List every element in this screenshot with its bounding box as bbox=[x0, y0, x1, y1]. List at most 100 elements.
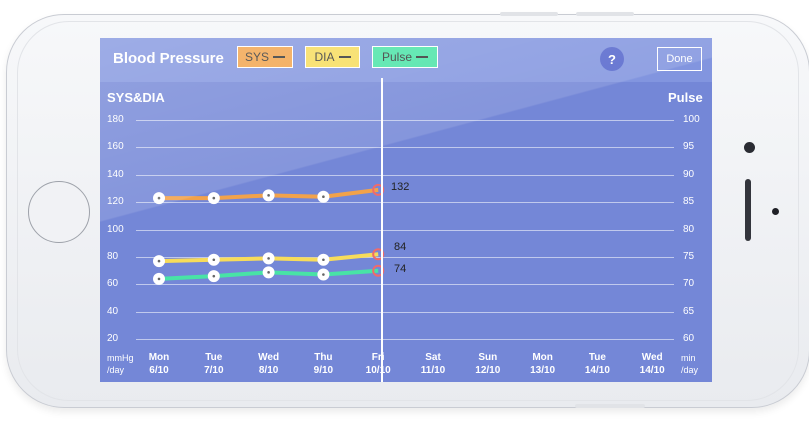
day-date: 14/10 bbox=[584, 365, 610, 376]
pulse-data-point-center bbox=[212, 274, 216, 278]
sys-data-point-center bbox=[212, 196, 216, 200]
right-tick-label: 60 bbox=[683, 333, 695, 345]
help-icon: ? bbox=[608, 51, 616, 67]
x-axis-day-label[interactable]: Mon 13/10 bbox=[521, 351, 565, 377]
right-axis-unit: min /day bbox=[681, 352, 698, 376]
day-date: 13/10 bbox=[530, 365, 556, 376]
dia-data-point-center bbox=[267, 257, 270, 260]
x-axis-day-label[interactable]: Fri 10/10 bbox=[356, 351, 400, 377]
legend-dia-swatch bbox=[338, 56, 351, 58]
sys-data-point[interactable] bbox=[372, 183, 385, 196]
right-tick-label: 75 bbox=[683, 251, 695, 262]
dia-data-point-center bbox=[322, 258, 325, 262]
day-date: 10/10 bbox=[365, 365, 391, 376]
gridline bbox=[136, 174, 674, 176]
day-of-week: Wed bbox=[258, 352, 280, 363]
earpiece-speaker bbox=[745, 179, 751, 241]
phone-power-button bbox=[575, 404, 645, 408]
right-tick-label: 70 bbox=[683, 278, 695, 290]
right-tick-label: 95 bbox=[683, 141, 695, 153]
x-axis-day-label[interactable]: Wed 8/10 bbox=[247, 351, 291, 377]
left-unit-line2: /day bbox=[107, 365, 125, 375]
left-tick-label: 180 bbox=[107, 114, 124, 125]
legend-pulse-button[interactable]: Pulse bbox=[372, 46, 438, 68]
legend-sys-label: SYS bbox=[244, 50, 269, 64]
phone-bezel bbox=[17, 21, 799, 401]
right-axis-title: Pulse bbox=[668, 90, 703, 105]
legend-dia-button[interactable]: DIA bbox=[305, 46, 360, 68]
gridline bbox=[136, 339, 674, 341]
left-tick-label: 160 bbox=[107, 141, 124, 153]
x-axis-day-label[interactable]: Wed 14/10 bbox=[630, 351, 674, 377]
chart-plot[interactable] bbox=[100, 38, 712, 382]
day-date: 6/10 bbox=[149, 365, 169, 376]
day-date: 14/10 bbox=[639, 365, 665, 376]
x-axis-day-label[interactable]: Tue 7/10 bbox=[192, 351, 236, 377]
day-of-week: Mon bbox=[148, 352, 170, 363]
gridline bbox=[136, 311, 674, 313]
day-date: 8/10 bbox=[258, 365, 279, 376]
front-camera bbox=[744, 142, 755, 153]
x-axis-day-label[interactable]: Sun 12/10 bbox=[466, 351, 510, 377]
header-bar: Blood Pressure SYS DIA Pulse ? Done bbox=[100, 38, 712, 82]
left-tick-label: 20 bbox=[107, 333, 119, 345]
gridline bbox=[136, 229, 674, 231]
right-tick-label: 100 bbox=[683, 114, 700, 125]
x-axis-day-label[interactable]: Thu 9/10 bbox=[301, 351, 345, 377]
right-tick-label: 80 bbox=[683, 223, 695, 235]
page-title: Blood Pressure bbox=[113, 50, 224, 67]
done-button[interactable]: Done bbox=[657, 47, 702, 71]
pulse-data-point-center bbox=[322, 273, 325, 276]
sys-value-label: 132 bbox=[391, 181, 410, 193]
left-axis-title: SYS&DIA bbox=[107, 90, 165, 105]
phone-volume-button bbox=[576, 12, 634, 16]
left-axis-unit: mmHg /day bbox=[107, 352, 134, 376]
day-date: 12/10 bbox=[475, 365, 501, 376]
dia-value-label: 84 bbox=[394, 241, 407, 253]
gridline bbox=[136, 284, 674, 286]
legend-sys-swatch bbox=[273, 56, 285, 58]
left-tick-label: 100 bbox=[107, 223, 124, 235]
gridline bbox=[136, 202, 674, 204]
legend-dia-label: DIA bbox=[314, 50, 335, 64]
home-button[interactable] bbox=[28, 181, 90, 243]
phone-volume-button bbox=[500, 12, 558, 16]
gridline bbox=[136, 120, 674, 121]
day-of-week: Thu bbox=[314, 352, 333, 363]
legend-pulse-swatch bbox=[416, 56, 429, 58]
proximity-sensor bbox=[772, 208, 779, 215]
gridline bbox=[136, 147, 674, 149]
right-tick-label: 90 bbox=[683, 168, 695, 180]
day-of-week: Sun bbox=[478, 352, 498, 363]
sys-data-point-center bbox=[157, 196, 161, 200]
left-tick-label: 120 bbox=[107, 196, 124, 208]
left-tick-label: 60 bbox=[107, 278, 119, 290]
pulse-data-point-center bbox=[157, 277, 161, 281]
dia-data-point-center bbox=[212, 258, 216, 262]
left-tick-label: 140 bbox=[107, 168, 124, 180]
dia-data-point[interactable] bbox=[372, 248, 385, 261]
pulse-data-point-center bbox=[267, 271, 270, 274]
legend-sys-button[interactable]: SYS bbox=[237, 46, 293, 68]
day-date: 11/10 bbox=[420, 365, 446, 376]
x-axis-day-label[interactable]: Tue 14/10 bbox=[575, 351, 619, 377]
x-axis-day-label[interactable]: Mon 6/10 bbox=[137, 351, 181, 377]
sys-data-point-center bbox=[267, 194, 270, 197]
day-date: 9/10 bbox=[313, 365, 334, 376]
day-of-week: Tue bbox=[205, 352, 223, 363]
day-of-week: Tue bbox=[588, 352, 606, 363]
pulse-data-point[interactable] bbox=[372, 264, 385, 277]
right-tick-label: 85 bbox=[683, 196, 695, 208]
left-tick-label: 80 bbox=[107, 251, 119, 262]
right-unit-line1: min bbox=[681, 353, 696, 363]
selection-cursor[interactable] bbox=[381, 78, 383, 382]
day-of-week: Sat bbox=[425, 352, 441, 363]
pulse-value-label: 74 bbox=[394, 263, 407, 275]
gridline bbox=[136, 257, 674, 258]
day-of-week: Mon bbox=[532, 352, 553, 363]
sys-data-point-center bbox=[322, 195, 325, 199]
help-button[interactable]: ? bbox=[600, 47, 624, 71]
day-date: 7/10 bbox=[204, 365, 224, 376]
dia-data-point-center bbox=[157, 259, 161, 263]
x-axis-day-label[interactable]: Sat 11/10 bbox=[411, 351, 455, 377]
